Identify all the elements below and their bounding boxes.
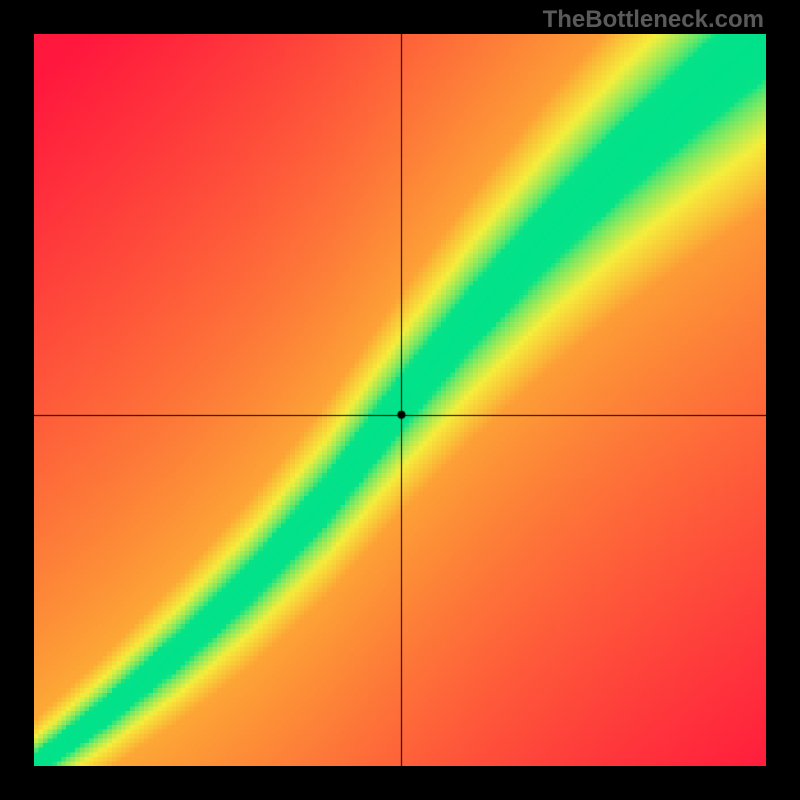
watermark-text: TheBottleneck.com bbox=[543, 6, 764, 34]
crosshair-overlay bbox=[34, 34, 766, 766]
